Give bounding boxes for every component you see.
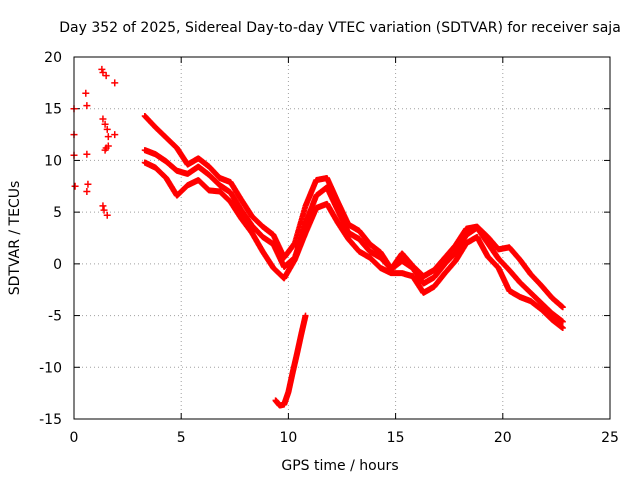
series-trace-a [141, 112, 566, 311]
series-trace-b [141, 147, 566, 325]
x-tick-label: 5 [177, 430, 186, 446]
data-points [70, 65, 566, 409]
x-tick-label: 0 [70, 430, 79, 446]
y-tick-label: 20 [44, 50, 62, 66]
axis-ticks: 0 5 10 15 20 25 -15 -10 -5 0 5 10 15 20 [39, 50, 619, 446]
y-tick-label: -5 [48, 309, 62, 325]
x-tick-label: 25 [601, 430, 619, 446]
x-tick-label: 15 [387, 430, 405, 446]
y-tick-label: 15 [44, 102, 62, 118]
series-early-segment [70, 65, 119, 219]
y-tick-label: 10 [44, 153, 62, 169]
y-axis-label: SDTVAR / TECUs [7, 181, 23, 296]
series-marks-low-segment [272, 312, 309, 409]
y-tick-label: -10 [39, 360, 62, 376]
series-marks-trace-a [141, 112, 566, 311]
series-marks-trace-c [141, 159, 566, 331]
x-tick-label: 10 [279, 430, 297, 446]
series-low-segment [272, 312, 309, 409]
y-tick-label: 5 [53, 205, 62, 221]
series-marks-early-segment [70, 65, 119, 219]
y-tick-label: -15 [39, 412, 62, 428]
grid-lines [74, 57, 610, 419]
y-tick-label: 0 [53, 257, 62, 273]
x-axis-label: GPS time / hours [281, 458, 398, 474]
plot-frame [73, 56, 611, 420]
chart-title: Day 352 of 2025, Sidereal Day-to-day VTE… [59, 20, 621, 36]
x-tick-label: 20 [494, 430, 512, 446]
series-trace-c [141, 159, 566, 331]
series-marks-trace-b [141, 147, 566, 325]
